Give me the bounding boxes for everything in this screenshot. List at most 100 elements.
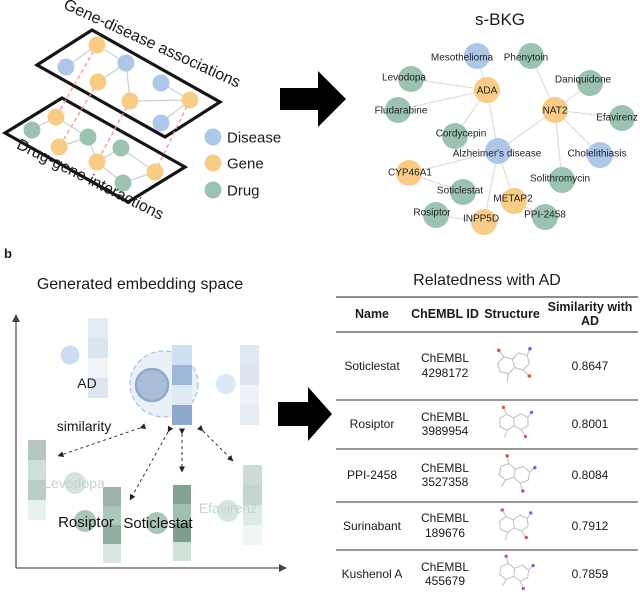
table-row: Surinabant ChEMBL 189676 0.7912 <box>336 502 638 550</box>
oxygen-atom-dot <box>500 507 504 512</box>
sbkg-node-gene <box>471 209 497 235</box>
sbkg-node-label: PPI-2458 <box>524 210 566 221</box>
gene-node <box>121 92 139 110</box>
similarity-arrow <box>129 425 174 501</box>
molecule-group <box>499 405 534 439</box>
query-point <box>134 367 170 403</box>
sbkg-node-label: Rosiptor <box>413 208 451 219</box>
sbkg-node-drug <box>549 167 575 193</box>
sbkg-node-label: Fludarabine <box>375 106 428 117</box>
network-edge <box>129 99 191 102</box>
efavirenz-strip-cell <box>243 525 262 545</box>
gene-node <box>181 91 199 109</box>
gene-node <box>50 138 68 156</box>
chembl-id-cell: ChEMBL 189676 <box>420 511 470 540</box>
legend-swatch-disease <box>204 128 222 146</box>
levodopa-strip-cell <box>28 500 46 520</box>
molecule-ring <box>513 514 529 532</box>
table-row: Kushenol A ChEMBL 455679 0.7859 <box>336 550 638 597</box>
molecule-bonds <box>500 456 536 492</box>
efavirenz-strip-cell <box>243 485 262 505</box>
drug-name-cell: Surinabant <box>342 518 402 533</box>
rosiptor-strip-cell <box>103 544 121 563</box>
sbkg-node-label: Cholelithiasis <box>568 149 627 160</box>
legend-swatch-drug <box>204 181 222 199</box>
panel-b-label: b <box>4 246 12 261</box>
oxygen-atom-dot <box>504 554 508 559</box>
sbkg-node-gene <box>474 77 500 103</box>
table-column-header: Name <box>354 307 390 322</box>
rosiptor-strip-cell <box>103 525 121 544</box>
soticlestat-strip-cell <box>173 504 191 523</box>
legend-swatch-gene <box>204 154 222 172</box>
molecule-group <box>498 454 537 494</box>
sbkg-node-label: Alzheimer's disease <box>453 149 542 160</box>
legend-label-gene: Gene <box>227 156 264 173</box>
sbkg-node-label: ADA <box>477 86 498 97</box>
drug-name-cell: Rosiptor <box>349 417 395 432</box>
molecule-group <box>498 507 533 540</box>
sbkg-title: s-BKG <box>474 10 526 29</box>
sbkg-node-gene <box>501 188 527 214</box>
table-row: PPI-2458 ChEMBL 3527358 0.8084 <box>336 449 638 502</box>
nitrogen-atom-dot <box>531 564 535 568</box>
rosiptor-label: Rosiptor <box>58 514 114 531</box>
sbkg-node-drug <box>398 66 424 92</box>
sbkg-node-label: Levodopa <box>382 73 426 84</box>
molecule-2d-icon <box>496 346 532 382</box>
sbkg-edge <box>408 150 499 174</box>
soticlestat-strip-cell <box>173 523 191 542</box>
efavirenz-strip-cell <box>243 505 262 525</box>
query-strip-cell <box>172 345 192 365</box>
sbkg-node-drug <box>532 204 558 230</box>
sbkg-node-label: Efavirenz <box>596 113 638 124</box>
sbkg-node-drug <box>609 105 635 131</box>
sbkg-node-disease <box>587 142 613 168</box>
neighbor-strip-cell <box>240 385 259 405</box>
gene-node <box>88 36 106 54</box>
oxygen-atom-dot <box>523 435 528 439</box>
relatedness-table-title: Relatedness with AD <box>413 272 561 289</box>
query-strip-cell <box>172 365 192 385</box>
oxygen-atom-dot <box>501 405 506 410</box>
similarity-arrow <box>57 423 147 458</box>
similarity-cell: 0.8084 <box>571 468 609 483</box>
chembl-id-cell: ChEMBL 3989954 <box>420 409 470 439</box>
sbkg-node-label: Phenytoin <box>504 53 548 64</box>
molecule-ring <box>513 413 529 431</box>
neighbor-strip-cell <box>240 365 259 385</box>
molecule-2d-icon <box>499 405 534 439</box>
drug-node <box>114 174 132 192</box>
embedding-space-plot: AD similarity Levodopa Rosiptor Soticlestat E… <box>12 314 287 572</box>
nitrogen-atom-dot <box>529 511 533 515</box>
sbkg-node-drug <box>423 202 449 228</box>
legend-label-disease: Disease <box>227 130 281 147</box>
drug-node <box>79 128 97 146</box>
sbkg-node-label: CYP46A1 <box>388 168 432 179</box>
ad-strip-cell <box>88 318 108 338</box>
sbkg-node-label: INPP5D <box>463 214 499 225</box>
soticlestat-label: Soticlestat <box>123 515 193 532</box>
efavirenz-point <box>217 500 239 522</box>
sbkg-node-disease <box>485 138 511 164</box>
drug-name-cell: Soticlestat <box>344 358 400 373</box>
drug-node <box>23 121 41 139</box>
drug-node <box>112 139 130 157</box>
molecule-group <box>496 346 532 382</box>
oxygen-atom-dot <box>527 373 532 378</box>
levodopa-point <box>64 472 86 494</box>
embedding-space-title: Generated embedding space <box>36 276 244 293</box>
sbkg-node-disease <box>464 43 490 69</box>
structure-cell <box>482 449 542 502</box>
ad-strip-cell <box>88 378 108 398</box>
neighbor-strip-cell <box>240 405 259 425</box>
gene-disease-plane <box>33 28 224 139</box>
relatedness-table: Name ChEMBL ID Structure Similarity with AD… <box>336 296 638 597</box>
sbkg-node-gene <box>396 160 422 186</box>
similarity-label: similarity <box>57 418 111 434</box>
interlayer-link <box>58 81 99 148</box>
nitrogen-atom-dot <box>528 346 532 351</box>
relatedness-table-panel: Relatedness with AD Name ChEMBL ID Structu… <box>336 272 638 597</box>
chembl-id-cell: ChEMBL 455679 <box>420 559 470 589</box>
disease-node <box>117 54 135 72</box>
